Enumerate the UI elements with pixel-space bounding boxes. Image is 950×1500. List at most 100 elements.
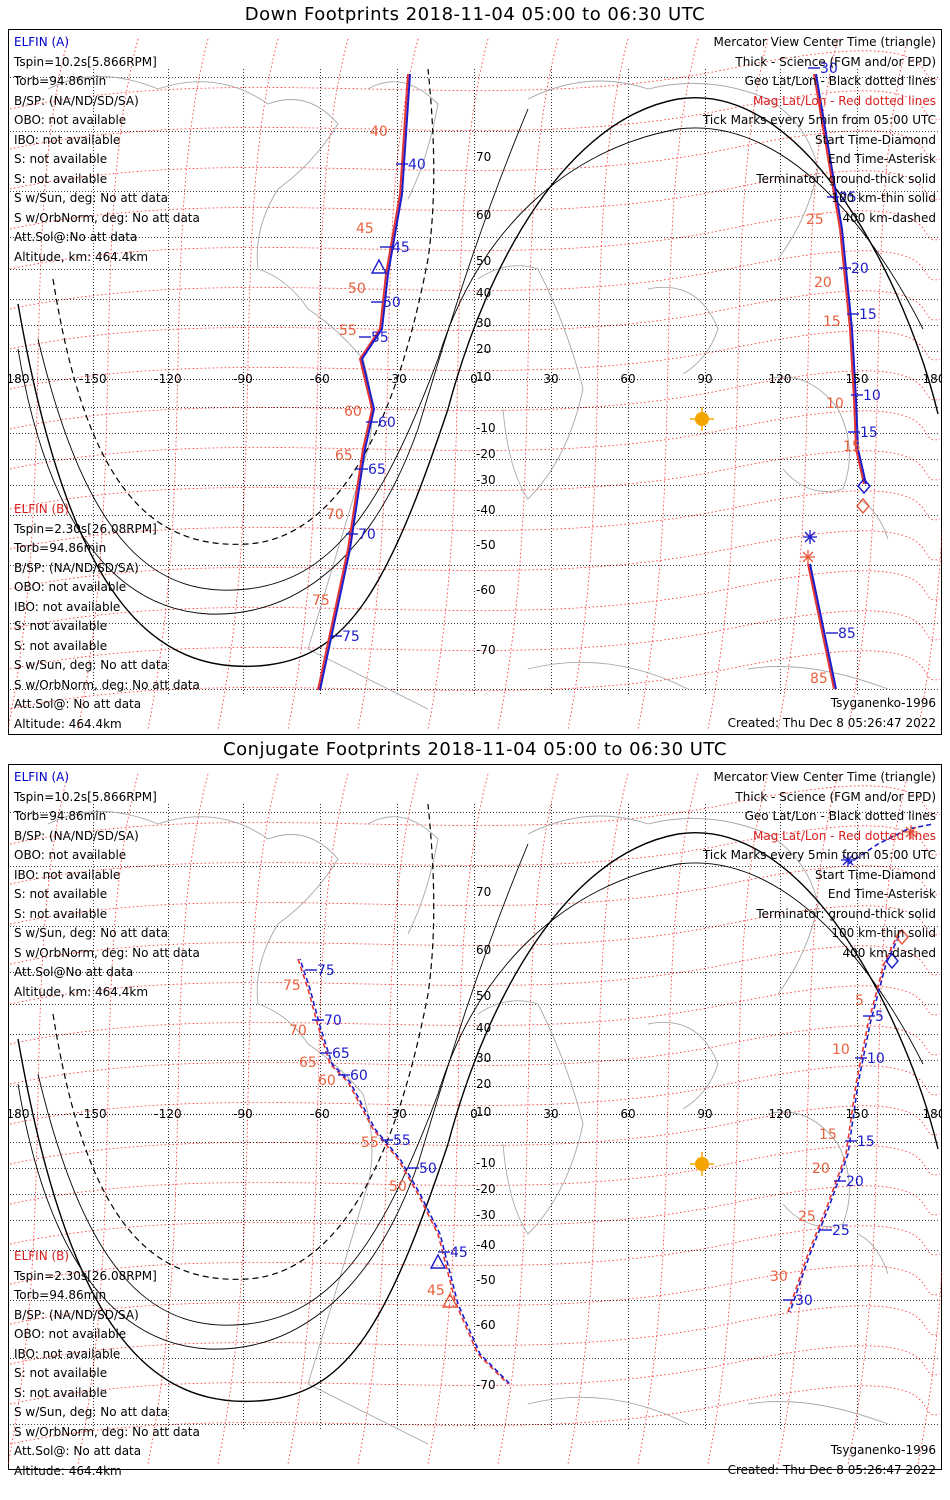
start-diamond-b — [895, 928, 909, 946]
lon-tick-label: -30 — [387, 372, 407, 386]
map-conjugate: 7575707065656060555550504545551010151520… — [8, 764, 942, 1470]
lat-tick-label: -10 — [476, 1156, 496, 1170]
info-line: OBO: not available — [14, 848, 127, 862]
info-line: S: not available — [14, 619, 108, 633]
tick-label-a: 70 — [324, 1013, 342, 1029]
footer-down: Tsyganenko-1996 Created: Thu Dec 8 05:26… — [728, 694, 936, 733]
elfin-track-east — [787, 823, 934, 1313]
lon-tick-label: -90 — [233, 372, 253, 386]
tick-label-a: 75 — [342, 629, 360, 645]
lat-tick-label: 10 — [476, 370, 491, 384]
legend-line: Mag Lat/Lon - Red dotted lines — [752, 93, 936, 108]
map-down: 40 40 45 45 50 50 55 55 60 60 65 65 70 70 75 75 30 25 25 20… — [8, 29, 942, 735]
legend-line: Mag Lat/Lon - Red dotted lines — [752, 828, 936, 843]
sun-icon — [690, 407, 714, 431]
info-line: OBO: not available — [14, 1327, 127, 1341]
lon-tick-label: 90 — [697, 372, 712, 386]
terminator-lines — [17, 803, 939, 1402]
legend-line: Thick - Science (FGM and/or EPD) — [735, 789, 936, 804]
tick-label-b: 45 — [427, 1283, 445, 1299]
tick-label-a: 50 — [419, 1161, 437, 1177]
lat-tick-label: -70 — [476, 643, 496, 657]
tick-label-a: 25 — [839, 190, 857, 206]
legend-line: Mercator View Center Time (triangle) — [713, 770, 936, 784]
info-line: Altitude: 464.4km — [14, 1463, 122, 1478]
lon-tick-label: 30 — [543, 1107, 558, 1121]
tick-label-b: 70 — [289, 1023, 307, 1039]
footer-conjugate: Tsyganenko-1996 Created: Thu Dec 8 05:26… — [728, 1441, 936, 1480]
lat-tick-label: -50 — [476, 538, 496, 552]
lat-tick-label: -50 — [476, 1273, 496, 1287]
created-label: Created: Thu Dec 8 05:26:47 2022 — [727, 715, 936, 730]
info-line: B/SP: (NA/ND/SD/SA) — [14, 93, 139, 108]
tick-label-a: 70 — [358, 527, 376, 543]
legend-line: Geo Lat/Lon - Black dotted lines — [744, 809, 936, 823]
tick-label-b: 60 — [318, 1073, 336, 1089]
lon-tick-label: 30 — [543, 372, 558, 386]
info-line: S: not available — [14, 887, 108, 901]
view-center-triangle-b — [441, 1292, 459, 1308]
info-line: S: not available — [14, 1366, 108, 1380]
tick-label-a: 10 — [867, 1051, 885, 1067]
info-line: IBO: not available — [14, 132, 121, 147]
info-line: B/SP: (NA/ND/SD/SA) — [14, 828, 139, 843]
info-line: S: not available — [14, 152, 108, 166]
info-line: S w/Sun, deg: No att data — [14, 658, 168, 672]
tick-label-a: 10 — [863, 388, 881, 404]
elfin-track-east — [807, 73, 867, 690]
lon-tick-label: -60 — [310, 372, 330, 386]
tick-label-a: 5 — [875, 1009, 884, 1025]
info-line: OBO: not available — [14, 580, 127, 594]
tick-label-b: 15 — [819, 1127, 837, 1143]
tick-label-b: 50 — [348, 281, 366, 297]
lon-tick-label: -120 — [154, 1107, 181, 1121]
elfin-track-west — [317, 73, 411, 691]
start-diamond-a — [857, 477, 871, 495]
lon-tick-label: -30 — [387, 1107, 407, 1121]
tick-label-b: 15 — [843, 439, 861, 455]
lat-tick-label: 20 — [476, 342, 491, 356]
tick-label-b: 55 — [339, 323, 357, 339]
elfin-a-info-conjugate: ELFIN (A) Tspin=10.2s[5.866RPM] Torb=94.… — [14, 768, 200, 1002]
info-line: B/SP: (NA/ND/SD/SA) — [14, 1307, 139, 1322]
start-diamond-b — [856, 497, 870, 515]
info-line: Att.Sol@:No att data — [14, 230, 138, 244]
lat-tick-label: 70 — [476, 150, 491, 164]
tick-label-b: 30 — [770, 1269, 788, 1285]
tick-label-b: 55 — [361, 1135, 379, 1151]
info-line: IBO: not available — [14, 867, 121, 882]
panel-title-conjugate: Conjugate Footprints 2018-11-04 05:00 to… — [223, 739, 727, 760]
tick-label-a: 85 — [838, 626, 856, 642]
info-line: IBO: not available — [14, 599, 121, 614]
lon-tick-label: 180 — [923, 1107, 942, 1121]
lon-tick-label: 180 — [8, 1107, 29, 1121]
tick-label-b: 45 — [356, 221, 374, 237]
lat-tick-label: -20 — [476, 447, 496, 461]
legend-down: Mercator View Center Time (triangle) Thi… — [703, 33, 936, 228]
tick-label-b: 85 — [810, 671, 828, 687]
tick-label-a: 15 — [860, 425, 878, 441]
lat-tick-label: 60 — [476, 943, 491, 957]
legend-line: 100 km-thin solid — [831, 191, 936, 205]
info-line: Altitude, km: 464.4km — [14, 984, 149, 999]
view-center-triangle — [429, 1253, 447, 1269]
legend-line: Tick Marks every 5min from 05:00 UTC — [702, 113, 936, 127]
tick-label-a: 40 — [408, 157, 426, 173]
lon-tick-label: -90 — [233, 1107, 253, 1121]
lon-tick-label: 120 — [769, 1107, 792, 1121]
tick-label-a: 20 — [851, 261, 869, 277]
info-line: Tspin=10.2s[5.866RPM] — [14, 789, 157, 804]
tick-label-a: 15 — [857, 1134, 875, 1150]
tick-labels-conjugate: 7575707065656060555550504545551010151520… — [283, 963, 885, 1309]
legend-line: Mercator View Center Time (triangle) — [713, 35, 936, 49]
tick-label-b: 10 — [826, 396, 844, 412]
legend-line: Start Time-Diamond — [814, 867, 936, 882]
lat-tick-label: 50 — [476, 989, 491, 1003]
elfin-b-info-conjugate: ELFIN (B) Tspin=2.30s[26.08RPM] Torb=94.… — [14, 1247, 200, 1481]
end-asterisk-b — [904, 825, 918, 839]
elfin-a-label: ELFIN (A) — [14, 770, 70, 784]
lat-tick-label: -60 — [476, 1318, 496, 1332]
magnetic-grid — [8, 38, 942, 730]
end-asterisk-a — [841, 853, 855, 867]
elfin-b-label: ELFIN (B) — [14, 1249, 70, 1263]
